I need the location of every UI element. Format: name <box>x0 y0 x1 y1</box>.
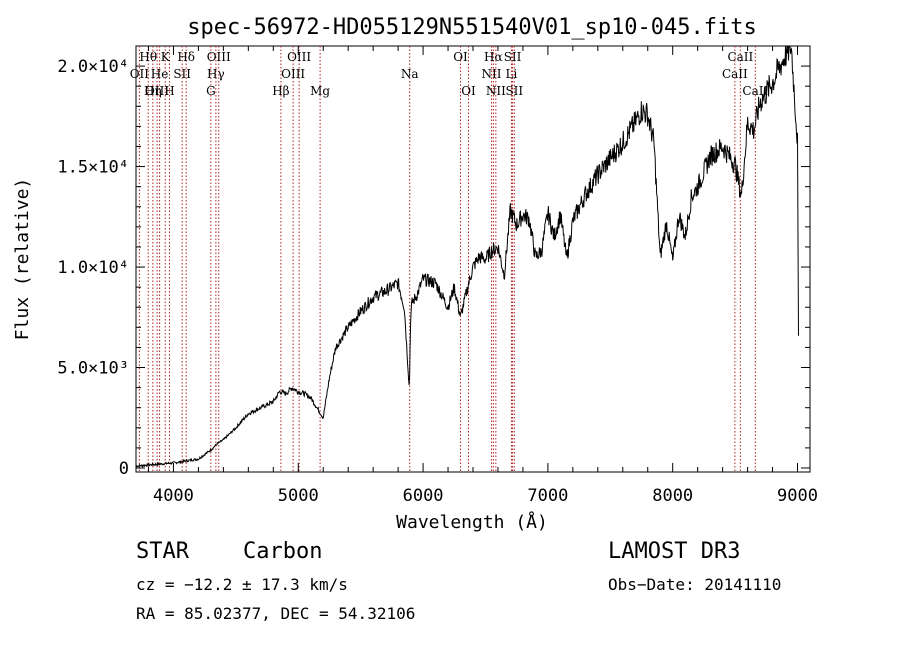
x-tick-label-3: 7000 <box>527 486 568 506</box>
line-label-13: OIII <box>281 67 305 81</box>
object-subclass: Carbon <box>243 539 322 564</box>
line-label-6: H <box>164 84 174 98</box>
line-label-0: Hθ <box>139 50 157 64</box>
spectral-line-markers <box>138 46 756 472</box>
line-label-22: SII <box>504 50 522 64</box>
survey-name: LAMOST DR3 <box>608 539 740 564</box>
line-label-7: SII <box>173 67 191 81</box>
line-label-27: CaII <box>742 84 768 98</box>
line-label-20: NII <box>481 67 501 81</box>
x-tick-label-5: 9000 <box>777 486 818 506</box>
y-tick-label-2: 1.0×10⁴ <box>57 258 129 278</box>
line-label-19: Hα <box>484 50 503 64</box>
plot-frame <box>135 45 811 473</box>
redshift-cz: cz = −12.2 ± 17.3 km/s <box>136 575 348 594</box>
line-label-16: Na <box>401 67 419 81</box>
line-label-15: Mg <box>310 84 330 98</box>
observation-date: Obs−Date: 20141110 <box>608 575 781 594</box>
line-label-18: OI <box>461 84 476 98</box>
x-axis-label: Wavelength (Å) <box>396 511 548 533</box>
line-label-21: NII <box>486 84 506 98</box>
line-label-5: He <box>151 67 169 81</box>
y-axis-ticks: 0 5.0×10³ 1.0×10⁴ 1.5×10⁴ 2.0×10⁴ <box>57 57 810 479</box>
x-tick-label-4: 8000 <box>652 486 693 506</box>
y-tick-label-1: 5.0×10³ <box>57 359 129 379</box>
line-label-3: Hη <box>144 84 162 98</box>
line-label-9: OIII <box>207 50 231 64</box>
y-tick-label-3: 1.5×10⁴ <box>57 158 129 178</box>
line-label-4: K <box>161 50 171 64</box>
spectrum-line <box>135 45 799 469</box>
line-label-1: OII <box>130 67 150 81</box>
line-label-12: Hβ <box>272 84 289 98</box>
y-tick-label-4: 2.0×10⁴ <box>57 57 129 77</box>
x-tick-label-1: 5000 <box>278 486 319 506</box>
chart-title: spec-56972-HD055129N551540V01_sp10-045.f… <box>187 15 757 40</box>
line-label-14: OIII <box>287 50 311 64</box>
line-label-25: CaII <box>727 50 753 64</box>
line-label-26: CaII <box>722 67 748 81</box>
object-type: STAR <box>136 539 190 564</box>
x-tick-label-0: 4000 <box>153 486 194 506</box>
y-tick-label-0: 0 <box>119 459 129 479</box>
x-axis-ticks: 4000 5000 6000 7000 8000 9000 <box>147 46 818 506</box>
coordinates: RA = 85.02377, DEC = 54.32106 <box>136 604 415 623</box>
line-label-17: OI <box>453 50 468 64</box>
y-axis-label: Flux (relative) <box>12 178 33 341</box>
line-label-23: Li <box>506 67 518 81</box>
line-label-10: Hγ <box>207 67 225 81</box>
line-label-8: Hδ <box>177 50 195 64</box>
line-label-24: SII <box>505 84 523 98</box>
x-tick-label-2: 6000 <box>403 486 444 506</box>
line-label-11: G <box>206 84 216 98</box>
line-label-2: OIII <box>145 84 169 98</box>
